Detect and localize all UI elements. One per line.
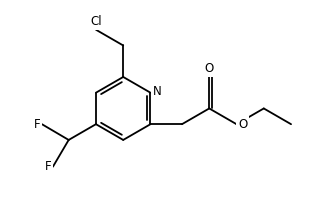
Text: O: O	[238, 118, 247, 131]
Text: N: N	[153, 85, 162, 98]
Text: Cl: Cl	[90, 15, 102, 28]
Text: O: O	[204, 62, 214, 75]
Text: F: F	[34, 118, 40, 131]
Text: F: F	[45, 160, 52, 173]
